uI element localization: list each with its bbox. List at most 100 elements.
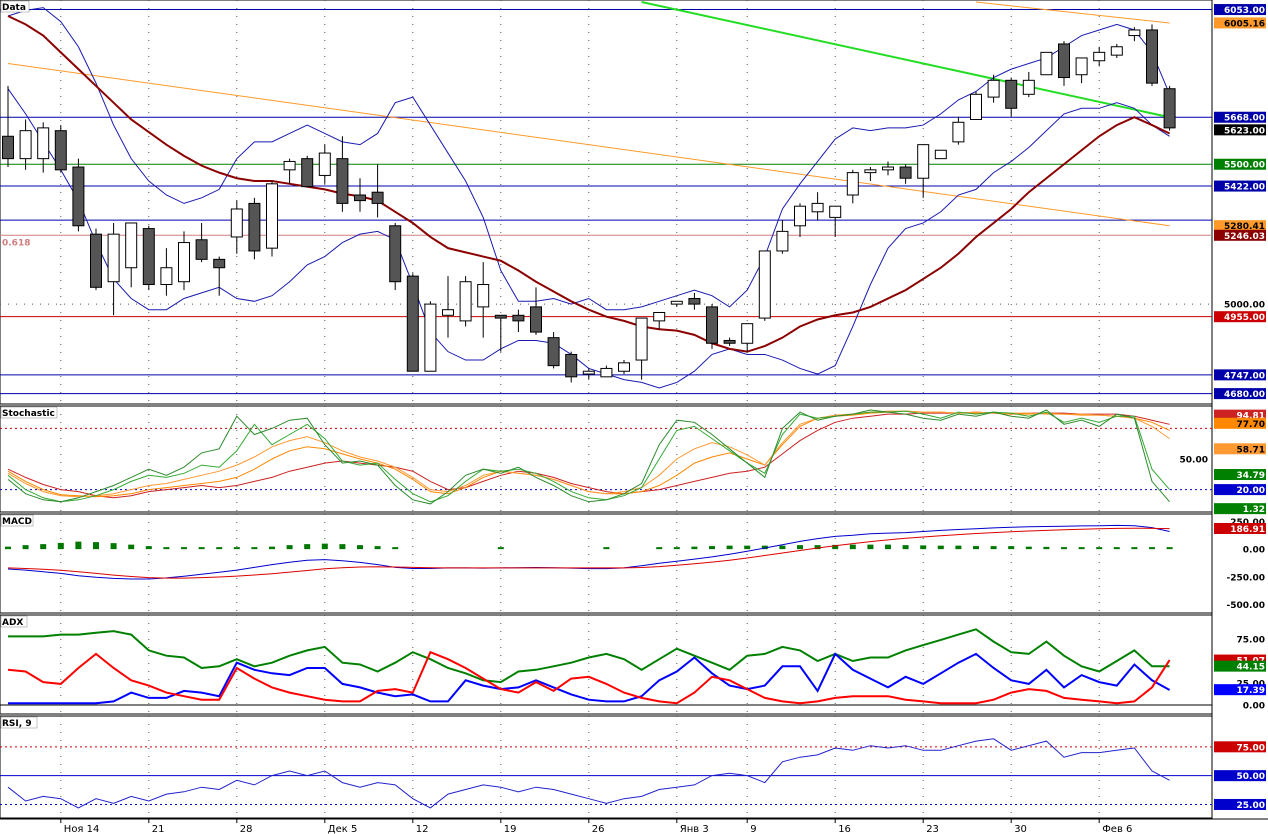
candle [758, 250, 771, 321]
price-label-text: 5422.00 [1224, 183, 1265, 193]
macd-histogram-bar [797, 545, 803, 550]
x-tick-label: 23 [926, 824, 939, 834]
adx-label-bg [1214, 660, 1266, 672]
adx-line [8, 628, 1170, 684]
candle [1163, 85, 1176, 131]
candle [406, 273, 419, 372]
candle [653, 311, 666, 330]
candle [248, 197, 261, 260]
macd-histogram-bar [955, 545, 962, 550]
candle [1093, 46, 1106, 67]
panel-frame [0, 513, 1213, 614]
candle [776, 220, 789, 254]
candle-body [618, 362, 630, 372]
candle [987, 74, 1000, 103]
candle [723, 337, 736, 347]
stochastic-label: 34.79 [1214, 469, 1266, 481]
macd-histogram-bar [937, 545, 944, 550]
price-label-text: 4680.00 [1224, 390, 1265, 400]
price-label: 5668.00 [1214, 111, 1266, 124]
macd-histogram-bar [216, 547, 223, 550]
candle-body [318, 152, 331, 176]
rsi-label-bg [1214, 741, 1266, 753]
stochastic-label-bg [1214, 503, 1266, 515]
candle-body [565, 353, 578, 378]
price-label: 4955.00 [1214, 311, 1266, 323]
candle [125, 222, 138, 288]
rsi-label-bg [1214, 770, 1266, 782]
orange-trendline-long [7, 63, 1170, 227]
candle [899, 164, 912, 184]
macd-histogram-bar [656, 547, 663, 550]
candle-body [1005, 79, 1018, 109]
candle-body [512, 314, 525, 322]
rsi-label-text: 75.00 [1237, 743, 1265, 753]
candle-body [72, 166, 85, 227]
adx-label-text: 0.00 [1243, 701, 1265, 711]
candle-body [530, 306, 542, 333]
price-label-text: 5246.03 [1224, 232, 1265, 242]
candle-body [547, 337, 560, 367]
macd-histogram-bar [832, 544, 839, 550]
macd-histogram-bar [902, 545, 909, 550]
candle [934, 149, 947, 160]
macd-histogram-bar [603, 547, 610, 550]
candle [442, 276, 454, 338]
candle-body [706, 306, 718, 344]
price-label-text: 6053.00 [1224, 6, 1265, 16]
candle [1022, 71, 1035, 98]
macd-histogram-bar [709, 546, 715, 550]
stochastic-line [7, 409, 1170, 505]
candle-body [1040, 51, 1053, 76]
price-label-bg [1214, 17, 1266, 29]
rsi-label-bg [1214, 798, 1266, 810]
stochastic-label: 20.00 [1214, 484, 1266, 496]
candle-body [723, 339, 736, 344]
macd-histogram-bar [1131, 547, 1138, 550]
candle [318, 144, 331, 184]
candle [882, 161, 894, 176]
macd-histogram-bar [920, 545, 927, 550]
candle [477, 262, 490, 338]
candle-body [178, 242, 190, 283]
x-tick-label: 21 [152, 824, 165, 834]
rsi-label: 50.00 [1214, 770, 1266, 782]
adx-label: 0.00 [1243, 701, 1265, 711]
candle [547, 332, 560, 369]
macd-signal-line [7, 527, 1170, 579]
candle-body [776, 230, 789, 252]
fib-label: 0.618 [2, 238, 30, 248]
stochastic-label: 1.32 [1214, 503, 1266, 515]
price-label: 5422.00 [1214, 180, 1266, 193]
panel-title-box [0, 615, 28, 628]
macd-histogram-bar [497, 547, 504, 550]
candle [301, 155, 314, 188]
macd-histogram-bar [990, 546, 997, 550]
x-tick-label: 19 [504, 824, 517, 834]
panel-title: Stochastic [2, 409, 55, 419]
stochastic-label: 94.81 [1214, 409, 1266, 422]
candle-body [477, 284, 490, 308]
candle [618, 360, 630, 375]
candle [54, 125, 67, 173]
candle-body [107, 233, 120, 283]
x-tick-label: 30 [1014, 824, 1027, 834]
candle-body [230, 208, 243, 238]
candle-body [670, 300, 683, 305]
rsi-line [7, 738, 1170, 809]
macd-histogram-bar [93, 542, 99, 550]
candle-body [160, 267, 173, 286]
panel-title-box [0, 0, 30, 13]
candle [512, 309, 525, 333]
candle [195, 222, 208, 263]
candle-body [882, 166, 894, 171]
candle [565, 351, 578, 383]
candle [142, 225, 155, 291]
candle [37, 122, 50, 173]
candle-body [811, 202, 824, 213]
macd-histogram-bar [849, 544, 856, 550]
price-label-text: 5668.00 [1224, 114, 1265, 124]
panel-title: RSI, 9 [2, 719, 32, 729]
candle [811, 192, 824, 221]
